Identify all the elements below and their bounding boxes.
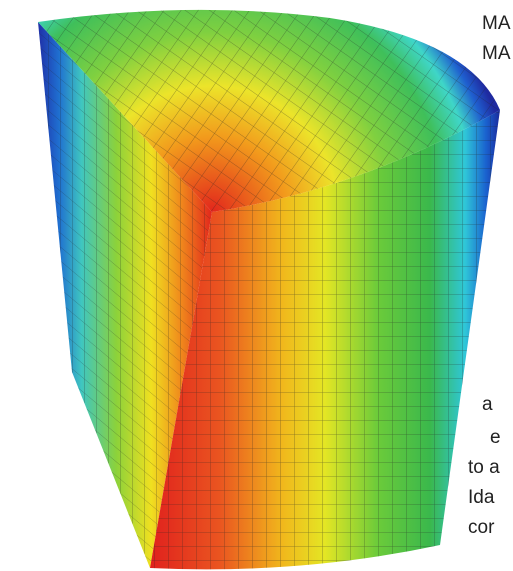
text-fragment: cor: [468, 518, 494, 537]
text-fragment: MA: [482, 14, 511, 33]
mesh-figure: [0, 0, 513, 571]
text-fragment: MA: [482, 44, 511, 63]
text-fragment: to a: [468, 458, 500, 477]
page: MA MA a e to a Ida cor: [0, 0, 513, 571]
text-fragment: a: [482, 395, 493, 414]
text-fragment: Ida: [468, 488, 494, 507]
text-fragment: e: [490, 428, 501, 447]
